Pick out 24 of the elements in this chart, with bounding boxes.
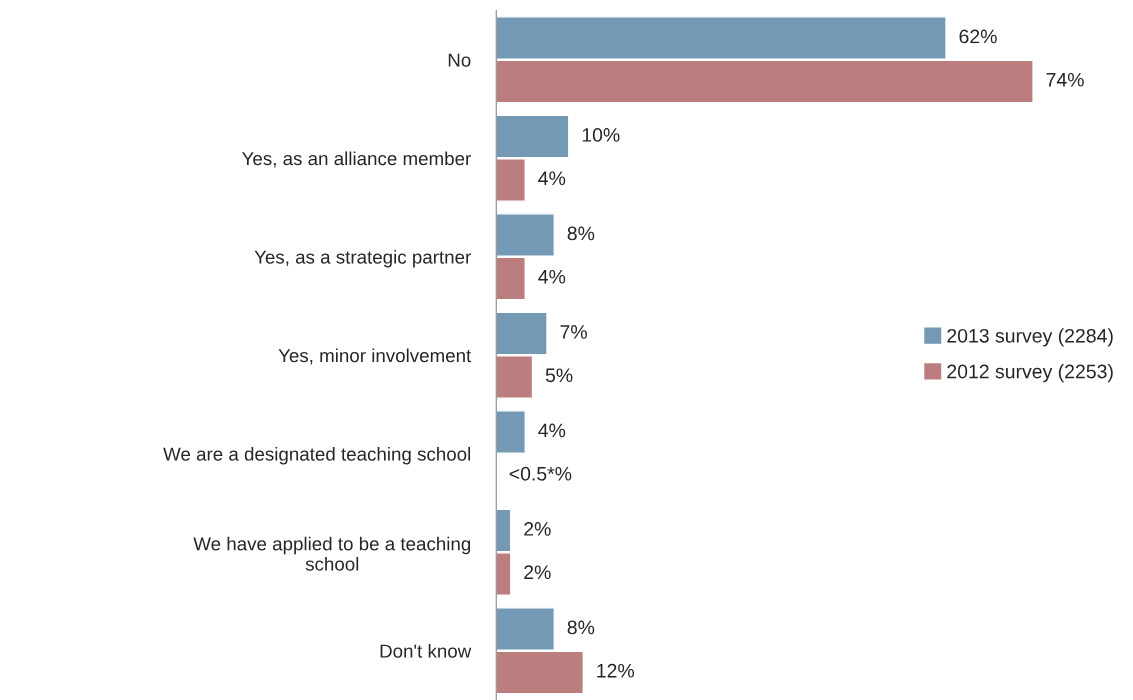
- y-tick-label: Yes, as an alliance member: [242, 151, 471, 168]
- data-label: 5%: [545, 368, 573, 383]
- data-label: 4%: [538, 171, 566, 186]
- y-tick-label: Yes, minor involvement: [278, 348, 472, 365]
- data-label: 74%: [1046, 72, 1084, 87]
- data-label: 4%: [538, 269, 566, 284]
- data-label: 2%: [524, 565, 551, 580]
- legend-label: 2013 survey (2284): [947, 328, 1113, 347]
- y-tick-label: Don't know: [380, 643, 472, 658]
- data-label: 62%: [959, 29, 997, 44]
- data-label: 12%: [597, 663, 635, 678]
- data-label: 4%: [538, 423, 566, 438]
- bar: [496, 410, 526, 455]
- y-tick-label: Yes, as a strategic partner: [254, 249, 471, 268]
- y-tick-label: We have applied to be a teaching school: [193, 536, 471, 571]
- data-label: 7%: [560, 325, 587, 339]
- data-label: 10%: [582, 128, 620, 142]
- data-label: 2%: [524, 522, 551, 536]
- legend-label: 2012 survey (2253): [947, 364, 1113, 383]
- text: <0.5*%: [509, 466, 572, 481]
- y-tick-label: No: [448, 53, 471, 67]
- data-label: 8%: [567, 620, 595, 635]
- data-label: 8%: [567, 226, 595, 241]
- y-tick-label: We are a designated teaching school: [163, 446, 471, 465]
